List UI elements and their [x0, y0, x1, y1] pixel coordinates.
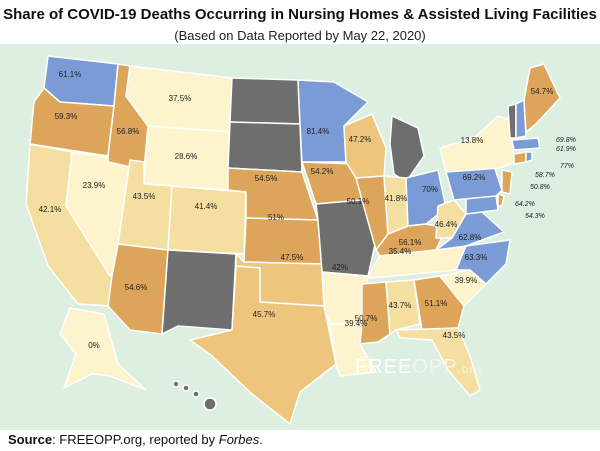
- state-GA: [413, 275, 465, 331]
- label-WY: 28.6%: [175, 152, 198, 161]
- source-text: : FREEOPP.org, reported by: [52, 432, 219, 447]
- state-MA: [511, 137, 541, 151]
- page-subtitle: (Based on Data Reported by May 22, 2020): [174, 28, 426, 43]
- state-OH: [405, 169, 447, 227]
- state-TX: [189, 265, 337, 425]
- label-AZ: 54.6%: [125, 283, 148, 292]
- label-UT: 43.5%: [133, 192, 156, 201]
- state-ME: [523, 63, 561, 133]
- source-end: .: [259, 432, 263, 447]
- logo-text: OPP: [412, 356, 458, 378]
- label-NV: 23.9%: [83, 181, 106, 190]
- freeopp-logo: FREEOPP.org: [355, 356, 482, 379]
- label-AK: 0%: [88, 341, 100, 350]
- label-MS: 50.7%: [355, 314, 378, 323]
- us-map: 61.1% 59.3% 42.1% 23.9% 56.8% 37.5% 28.6…: [0, 44, 600, 430]
- state-AL: [385, 279, 421, 335]
- label-OH: 70%: [422, 185, 438, 194]
- label-WV: 46.4%: [435, 220, 458, 229]
- callout-label: 64.2%: [515, 201, 535, 208]
- logo-text: .org: [457, 362, 483, 376]
- label-SC: 39.9%: [455, 276, 478, 285]
- state-RI: [525, 151, 533, 163]
- label-MT: 37.5%: [169, 94, 192, 103]
- source-line: Source: FREEOPP.org, reported by Forbes.: [8, 432, 263, 447]
- label-IL: 50.1%: [347, 197, 370, 206]
- callout-label: 61.9%: [556, 146, 576, 153]
- state-SD: [227, 121, 303, 173]
- label-TX: 45.7%: [253, 310, 276, 319]
- label-AR: 42%: [332, 263, 348, 272]
- state-WI: [343, 113, 387, 179]
- state-VT: [507, 103, 517, 139]
- label-AL: 43.7%: [389, 301, 412, 310]
- callout-label: 77%: [560, 163, 574, 170]
- label-LA: 39.4%: [345, 319, 368, 328]
- label-WI: 47.2%: [349, 135, 372, 144]
- source-outlet: Forbes: [218, 432, 260, 447]
- label-CO: 41.4%: [195, 202, 218, 211]
- state-NH: [515, 99, 527, 139]
- source-label: Source: [8, 432, 53, 447]
- label-KS: 51%: [268, 213, 284, 222]
- label-KY: 56.1%: [399, 238, 422, 247]
- state-NM: [161, 249, 237, 335]
- label-NY: 13.8%: [461, 136, 484, 145]
- us-map-svg: 61.1% 59.3% 42.1% 23.9% 56.8% 37.5% 28.6…: [25, 55, 576, 425]
- callout-label: 54.3%: [525, 213, 545, 220]
- label-FL: 43.5%: [443, 331, 466, 340]
- label-VA: 62.8%: [459, 233, 482, 242]
- label-IA: 54.2%: [311, 167, 334, 176]
- logo-text: FREE: [355, 356, 413, 378]
- state-CT: [513, 151, 527, 165]
- label-IN: 41.8%: [385, 194, 408, 203]
- label-PA: 69.2%: [463, 173, 486, 182]
- label-MN: 81.4%: [307, 127, 330, 136]
- label-CA: 42.1%: [39, 205, 62, 214]
- state-MI: [389, 115, 425, 183]
- label-OK: 47.5%: [281, 253, 304, 262]
- state-NJ: [501, 169, 513, 195]
- label-NE: 54.5%: [255, 174, 278, 183]
- page-title: Share of COVID-19 Deaths Occurring in Nu…: [3, 6, 597, 23]
- state-HI: [172, 380, 217, 411]
- state-IN: [383, 175, 409, 235]
- label-OR: 59.3%: [55, 112, 78, 121]
- state-AK: [59, 307, 147, 391]
- label-TN: 35.4%: [389, 247, 412, 256]
- callout-label: 69.8%: [556, 137, 576, 144]
- callout-label: 58.7%: [535, 172, 555, 179]
- state-CO: [167, 185, 247, 255]
- label-NC: 63.3%: [465, 253, 488, 262]
- label-ID: 56.8%: [117, 127, 140, 136]
- label-WA: 61.1%: [59, 70, 82, 79]
- label-GA: 51.1%: [425, 299, 448, 308]
- state-DE: [497, 193, 505, 207]
- state-MS: [359, 281, 391, 345]
- state-FL: [395, 327, 481, 397]
- callout-label: 50.8%: [530, 184, 550, 191]
- state-ND: [229, 77, 301, 125]
- label-ME: 54.7%: [531, 87, 554, 96]
